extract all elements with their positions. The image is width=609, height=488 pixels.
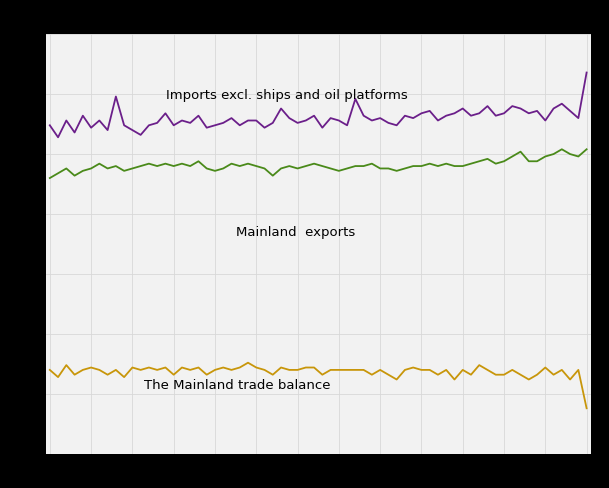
- Text: Mainland  exports: Mainland exports: [236, 225, 356, 239]
- Text: The Mainland trade balance: The Mainland trade balance: [144, 379, 330, 392]
- Text: Imports excl. ships and oil platforms: Imports excl. ships and oil platforms: [166, 89, 407, 102]
